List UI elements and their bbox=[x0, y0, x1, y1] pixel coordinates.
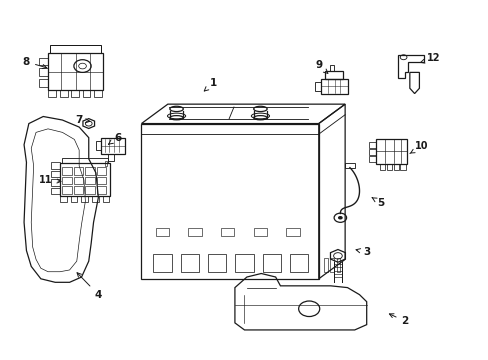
Bar bbox=[51, 162, 60, 169]
Bar bbox=[62, 158, 108, 163]
Bar bbox=[62, 186, 72, 194]
Bar bbox=[325, 71, 343, 79]
Bar bbox=[188, 228, 202, 237]
Bar bbox=[40, 68, 48, 76]
Text: 9: 9 bbox=[315, 60, 327, 73]
Bar bbox=[40, 58, 48, 66]
Bar bbox=[285, 228, 299, 237]
Bar bbox=[321, 79, 347, 94]
Bar bbox=[102, 196, 109, 202]
Bar bbox=[62, 167, 72, 175]
Bar bbox=[393, 164, 398, 170]
Bar bbox=[104, 161, 107, 166]
Bar bbox=[96, 141, 101, 150]
Bar bbox=[85, 167, 95, 175]
Bar bbox=[181, 254, 199, 272]
Bar bbox=[153, 254, 171, 272]
Bar bbox=[60, 90, 67, 97]
Bar bbox=[368, 149, 376, 155]
Text: 8: 8 bbox=[23, 57, 47, 69]
Bar bbox=[82, 90, 90, 97]
Bar bbox=[48, 53, 103, 90]
Text: 3: 3 bbox=[355, 247, 369, 257]
Text: 4: 4 bbox=[77, 273, 102, 300]
Bar bbox=[71, 196, 77, 202]
Bar bbox=[96, 167, 106, 175]
Text: 7: 7 bbox=[75, 115, 89, 125]
Bar bbox=[60, 163, 110, 196]
Bar bbox=[253, 228, 266, 237]
Bar bbox=[51, 171, 60, 177]
Bar bbox=[108, 154, 113, 161]
Bar bbox=[40, 79, 48, 86]
Bar bbox=[50, 45, 101, 53]
Bar bbox=[379, 164, 385, 170]
Bar bbox=[329, 65, 333, 71]
Bar bbox=[345, 163, 354, 168]
Bar bbox=[48, 90, 56, 97]
Bar bbox=[329, 258, 333, 272]
Bar bbox=[85, 186, 95, 194]
Bar bbox=[81, 196, 88, 202]
Bar bbox=[51, 188, 60, 194]
Text: 12: 12 bbox=[420, 53, 440, 63]
Bar bbox=[51, 179, 60, 186]
Bar bbox=[96, 186, 106, 194]
Bar bbox=[156, 228, 169, 237]
Text: 10: 10 bbox=[409, 141, 427, 153]
Bar bbox=[235, 254, 253, 272]
Bar bbox=[101, 138, 124, 154]
Bar bbox=[92, 196, 99, 202]
Text: 5: 5 bbox=[371, 198, 384, 208]
Bar bbox=[289, 254, 307, 272]
Bar bbox=[74, 167, 83, 175]
Bar bbox=[376, 139, 407, 164]
Circle shape bbox=[337, 216, 342, 220]
Bar bbox=[368, 142, 376, 148]
Bar bbox=[71, 90, 79, 97]
Bar bbox=[94, 90, 102, 97]
Bar bbox=[262, 254, 280, 272]
Bar bbox=[315, 82, 321, 91]
Bar bbox=[62, 177, 72, 184]
Bar bbox=[208, 254, 226, 272]
Bar bbox=[96, 177, 106, 184]
Text: 6: 6 bbox=[108, 133, 121, 144]
Text: 2: 2 bbox=[388, 314, 408, 326]
Text: 1: 1 bbox=[204, 78, 217, 91]
Bar bbox=[386, 164, 391, 170]
Bar bbox=[221, 228, 234, 237]
Bar bbox=[324, 258, 327, 272]
Bar bbox=[399, 164, 405, 170]
Bar bbox=[74, 177, 83, 184]
Text: 11: 11 bbox=[39, 175, 61, 185]
Bar bbox=[368, 156, 376, 162]
Bar bbox=[85, 177, 95, 184]
Bar bbox=[141, 123, 318, 279]
Bar bbox=[60, 196, 66, 202]
Bar bbox=[74, 186, 83, 194]
Bar bbox=[336, 258, 340, 272]
